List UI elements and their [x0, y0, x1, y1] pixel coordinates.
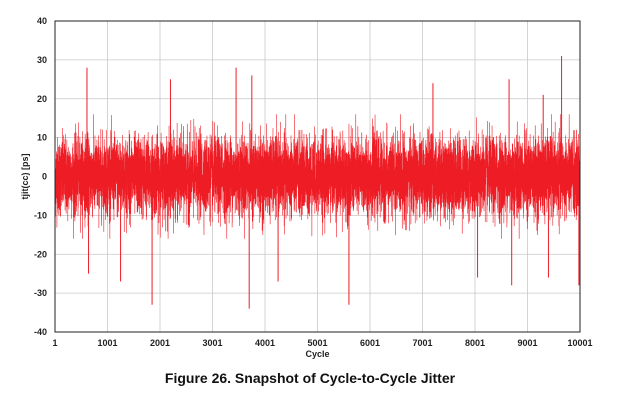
x-tick-label: 3001: [202, 338, 222, 348]
x-tick-label: 5001: [307, 338, 327, 348]
y-tick-label: 10: [37, 133, 47, 143]
y-tick-label: -20: [34, 249, 47, 259]
series-tjit: [54, 55, 581, 309]
y-tick-label: -40: [34, 327, 47, 337]
y-axis-label: tjit(cc) [ps]: [20, 153, 30, 199]
x-tick-label: 8001: [465, 338, 485, 348]
y-tick-label: -30: [34, 288, 47, 298]
x-tick-label: 9001: [517, 338, 537, 348]
y-tick-labels: 40 30 20 10 0 -10 -20 -30 -40: [34, 16, 47, 337]
series-line: [54, 114, 581, 239]
x-tick-label: 10001: [567, 338, 592, 348]
plot-frame: [54, 20, 581, 333]
x-tick-label: 6001: [360, 338, 380, 348]
y-tick-label: 40: [37, 16, 47, 26]
x-tick-label: 4001: [255, 338, 275, 348]
x-tick-label: 7001: [412, 338, 432, 348]
y-tick-label: 0: [42, 172, 47, 182]
x-tick-label: 1: [52, 338, 57, 348]
x-axis-label: Cycle: [305, 349, 329, 359]
y-tick-label: -10: [34, 210, 47, 220]
x-tick-label: 1001: [97, 338, 117, 348]
x-tick-label: 2001: [150, 338, 170, 348]
y-tick-label: 20: [37, 94, 47, 104]
y-tick-label: 30: [37, 55, 47, 65]
figure-caption: Figure 26. Snapshot of Cycle-to-Cycle Ji…: [164, 370, 456, 386]
x-tick-labels: 1 1001 2001 3001 4001 5001 6001 7001 8001 9001 100…: [52, 338, 592, 348]
